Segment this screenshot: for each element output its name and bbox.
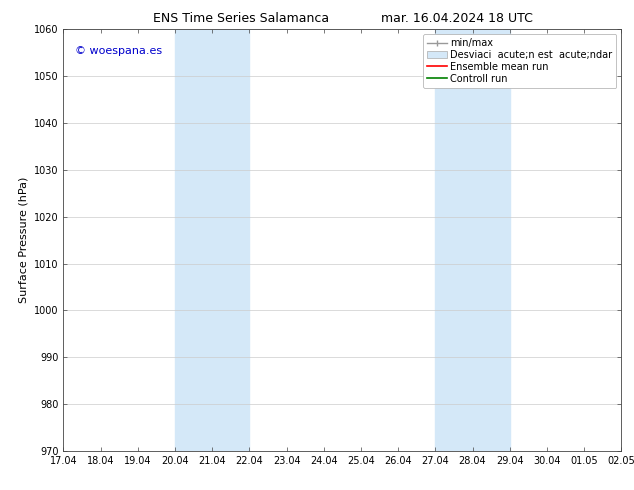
- Legend: min/max, Desviaci  acute;n est  acute;ndar, Ensemble mean run, Controll run: min/max, Desviaci acute;n est acute;ndar…: [424, 34, 616, 88]
- Bar: [436, 29, 510, 451]
- Text: © woespana.es: © woespana.es: [75, 46, 162, 56]
- Bar: [175, 29, 249, 451]
- Text: mar. 16.04.2024 18 UTC: mar. 16.04.2024 18 UTC: [380, 12, 533, 25]
- Y-axis label: Surface Pressure (hPa): Surface Pressure (hPa): [18, 177, 29, 303]
- Text: ENS Time Series Salamanca: ENS Time Series Salamanca: [153, 12, 329, 25]
